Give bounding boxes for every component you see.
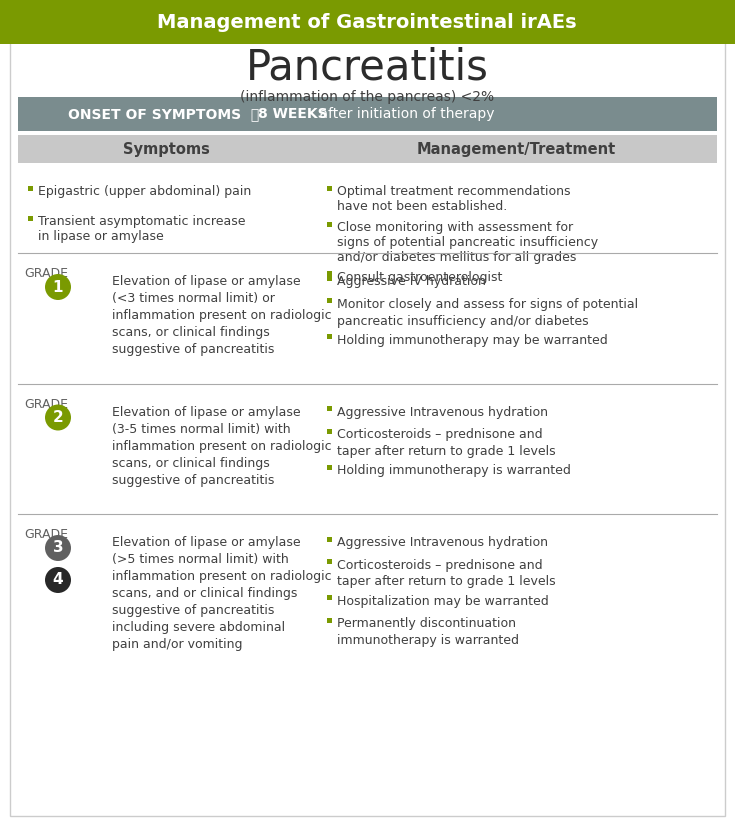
Bar (28, 216, 33, 221)
Text: Permanently discontinuation
immunotherapy is warranted: Permanently discontinuation immunotherap… (337, 617, 519, 647)
Bar (327, 428, 332, 433)
Circle shape (45, 405, 71, 430)
Bar (327, 222, 332, 227)
Text: Aggressive Intravenous hydration: Aggressive Intravenous hydration (337, 536, 548, 549)
Text: Transient asymptomatic increase
in lipase or amylase: Transient asymptomatic increase in lipas… (38, 215, 245, 243)
Text: 4: 4 (53, 573, 63, 588)
Bar (28, 185, 33, 190)
Text: after initiation of therapy: after initiation of therapy (315, 107, 495, 121)
Bar (327, 536, 332, 541)
Text: GRADE: GRADE (24, 397, 68, 410)
Text: Aggressive IV hydration: Aggressive IV hydration (337, 275, 486, 288)
Bar (327, 298, 332, 303)
Text: Corticosteroids – prednisone and
taper after return to grade 1 levels: Corticosteroids – prednisone and taper a… (337, 559, 556, 588)
Text: Hospitalization may be warranted: Hospitalization may be warranted (337, 594, 549, 607)
Bar (327, 559, 332, 564)
Text: Elevation of lipase or amylase
(3-5 times normal limit) with
inflammation presen: Elevation of lipase or amylase (3-5 time… (112, 405, 331, 486)
Bar (327, 275, 332, 280)
Bar (327, 595, 332, 600)
Text: GRADE: GRADE (24, 528, 68, 541)
Bar (327, 185, 332, 190)
Bar (18, 135, 717, 163)
Text: 1: 1 (53, 279, 63, 294)
Text: Holding immunotherapy may be warranted: Holding immunotherapy may be warranted (337, 334, 608, 347)
Text: Symptoms: Symptoms (123, 142, 210, 157)
Text: (inflammation of the pancreas) <2%: (inflammation of the pancreas) <2% (240, 90, 494, 104)
Circle shape (45, 535, 71, 561)
Circle shape (45, 567, 71, 593)
Text: Aggressive Intravenous hydration: Aggressive Intravenous hydration (337, 405, 548, 419)
Bar (327, 465, 332, 470)
Text: Close monitoring with assessment for
signs of potential pancreatic insufficiency: Close monitoring with assessment for sig… (337, 221, 598, 264)
Text: Optimal treatment recommendations
have not been established.: Optimal treatment recommendations have n… (337, 185, 570, 213)
Text: 2: 2 (53, 410, 63, 425)
Text: Management of Gastrointestinal irAEs: Management of Gastrointestinal irAEs (157, 12, 577, 31)
Text: GRADE: GRADE (24, 267, 68, 280)
Text: 3: 3 (53, 541, 63, 555)
Text: Monitor closely and assess for signs of potential
pancreatic insufficiency and/o: Monitor closely and assess for signs of … (337, 297, 638, 327)
Bar (327, 617, 332, 622)
Text: Pancreatitis: Pancreatitis (245, 46, 489, 88)
Bar (327, 334, 332, 339)
Text: Holding immunotherapy is warranted: Holding immunotherapy is warranted (337, 464, 571, 477)
Text: ONSET OF SYMPTOMS  ⏱: ONSET OF SYMPTOMS ⏱ (68, 107, 269, 121)
Text: Elevation of lipase or amylase
(>5 times normal limit) with
inflammation present: Elevation of lipase or amylase (>5 times… (112, 536, 331, 651)
Bar (327, 271, 332, 276)
Circle shape (45, 274, 71, 300)
Text: Corticosteroids – prednisone and
taper after return to grade 1 levels: Corticosteroids – prednisone and taper a… (337, 428, 556, 458)
Text: Consult gastroenterologist: Consult gastroenterologist (337, 270, 503, 283)
Bar (18, 97, 717, 131)
Text: 8 WEEKS: 8 WEEKS (258, 107, 328, 121)
Text: Management/Treatment: Management/Treatment (416, 142, 616, 157)
Bar (0, 0, 735, 44)
Text: Epigastric (upper abdominal) pain: Epigastric (upper abdominal) pain (38, 185, 251, 198)
Text: Elevation of lipase or amylase
(<3 times normal limit) or
inflammation present o: Elevation of lipase or amylase (<3 times… (112, 275, 331, 356)
Bar (327, 406, 332, 411)
